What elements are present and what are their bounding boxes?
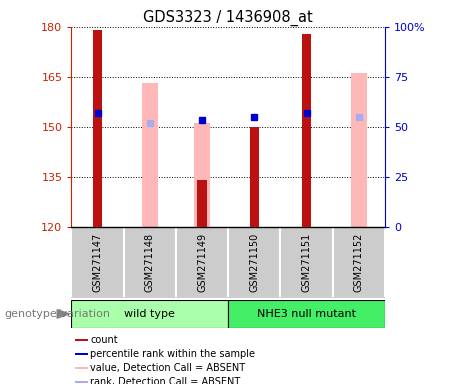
Text: GSM271148: GSM271148 bbox=[145, 233, 155, 291]
Polygon shape bbox=[57, 310, 69, 318]
Bar bbox=[142, 83, 158, 227]
Bar bbox=[280, 227, 333, 298]
Title: GDS3323 / 1436908_at: GDS3323 / 1436908_at bbox=[143, 9, 313, 25]
Text: GSM271151: GSM271151 bbox=[301, 232, 312, 292]
Text: genotype/variation: genotype/variation bbox=[5, 309, 111, 319]
Text: NHE3 null mutant: NHE3 null mutant bbox=[257, 309, 356, 319]
Text: percentile rank within the sample: percentile rank within the sample bbox=[90, 349, 255, 359]
Bar bbox=[194, 123, 210, 227]
Bar bbox=[75, 353, 88, 355]
Bar bbox=[75, 339, 88, 341]
Bar bbox=[75, 381, 88, 383]
Bar bbox=[249, 127, 259, 227]
Bar bbox=[93, 30, 102, 227]
Bar bbox=[124, 227, 176, 298]
Bar bbox=[333, 227, 385, 298]
Text: GSM271152: GSM271152 bbox=[354, 232, 364, 292]
Text: rank, Detection Call = ABSENT: rank, Detection Call = ABSENT bbox=[90, 377, 240, 384]
Bar bbox=[197, 180, 207, 227]
Text: value, Detection Call = ABSENT: value, Detection Call = ABSENT bbox=[90, 363, 245, 373]
Text: GSM271149: GSM271149 bbox=[197, 233, 207, 291]
Bar bbox=[228, 227, 280, 298]
Text: GSM271147: GSM271147 bbox=[93, 232, 103, 292]
Text: wild type: wild type bbox=[124, 309, 175, 319]
Bar bbox=[75, 366, 88, 369]
Text: count: count bbox=[90, 335, 118, 345]
Bar bbox=[302, 33, 311, 227]
Bar bbox=[176, 227, 228, 298]
Text: GSM271150: GSM271150 bbox=[249, 232, 260, 292]
Bar bbox=[351, 73, 366, 227]
Bar bbox=[71, 227, 124, 298]
Bar bbox=[228, 300, 385, 328]
Bar bbox=[71, 300, 228, 328]
